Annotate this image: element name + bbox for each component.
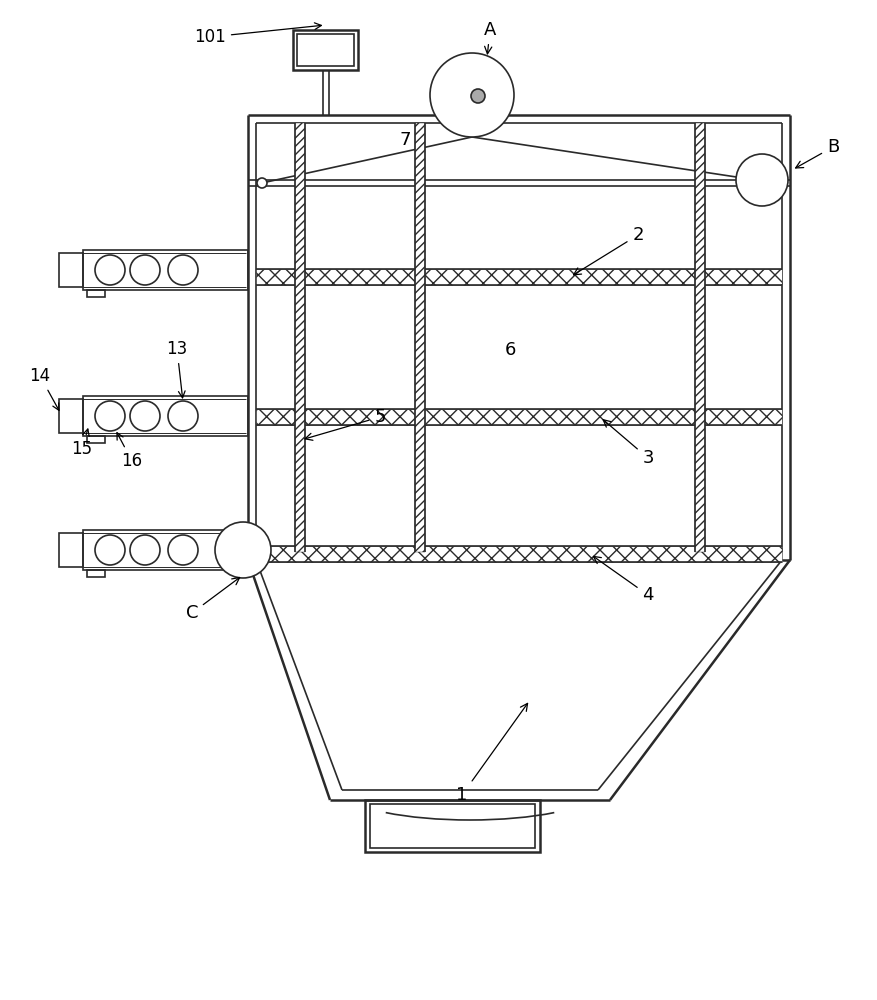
Bar [87,290,105,297]
Bar [295,123,305,552]
Bar [59,533,83,567]
Text: 6: 6 [504,341,516,359]
Bar [370,804,535,848]
Bar [256,269,782,285]
Circle shape [215,522,271,578]
Circle shape [95,401,125,431]
Bar [87,436,105,443]
Circle shape [130,535,160,565]
Text: 13: 13 [167,340,188,398]
Text: 16: 16 [117,433,143,470]
Bar [83,250,248,290]
Bar [83,530,248,570]
Circle shape [130,255,160,285]
Bar [87,570,105,577]
Bar [83,396,248,436]
Text: 1: 1 [456,703,528,804]
Circle shape [168,535,198,565]
Text: 4: 4 [594,556,653,604]
Text: C: C [186,577,239,622]
Circle shape [471,89,485,103]
Bar [695,123,705,552]
Bar [293,30,358,70]
Circle shape [257,178,267,188]
Bar [256,546,782,562]
Text: 15: 15 [71,429,93,458]
Bar [297,34,354,66]
Circle shape [430,53,514,137]
Text: B: B [795,138,839,168]
Circle shape [168,401,198,431]
Circle shape [168,255,198,285]
Bar [740,174,784,186]
Bar [415,123,425,552]
Bar [365,800,540,852]
Circle shape [130,401,160,431]
Bar [59,253,83,287]
Text: 2: 2 [574,226,644,275]
Text: 5: 5 [305,408,386,440]
Text: 7: 7 [399,131,410,149]
Text: 101: 101 [194,23,321,46]
Text: A: A [484,21,496,54]
Bar [256,409,782,425]
Text: 3: 3 [603,420,653,467]
Circle shape [771,178,781,188]
Bar [458,88,486,102]
Circle shape [736,154,788,206]
Text: 14: 14 [30,367,59,410]
Circle shape [95,535,125,565]
Circle shape [95,255,125,285]
Bar [59,399,83,433]
